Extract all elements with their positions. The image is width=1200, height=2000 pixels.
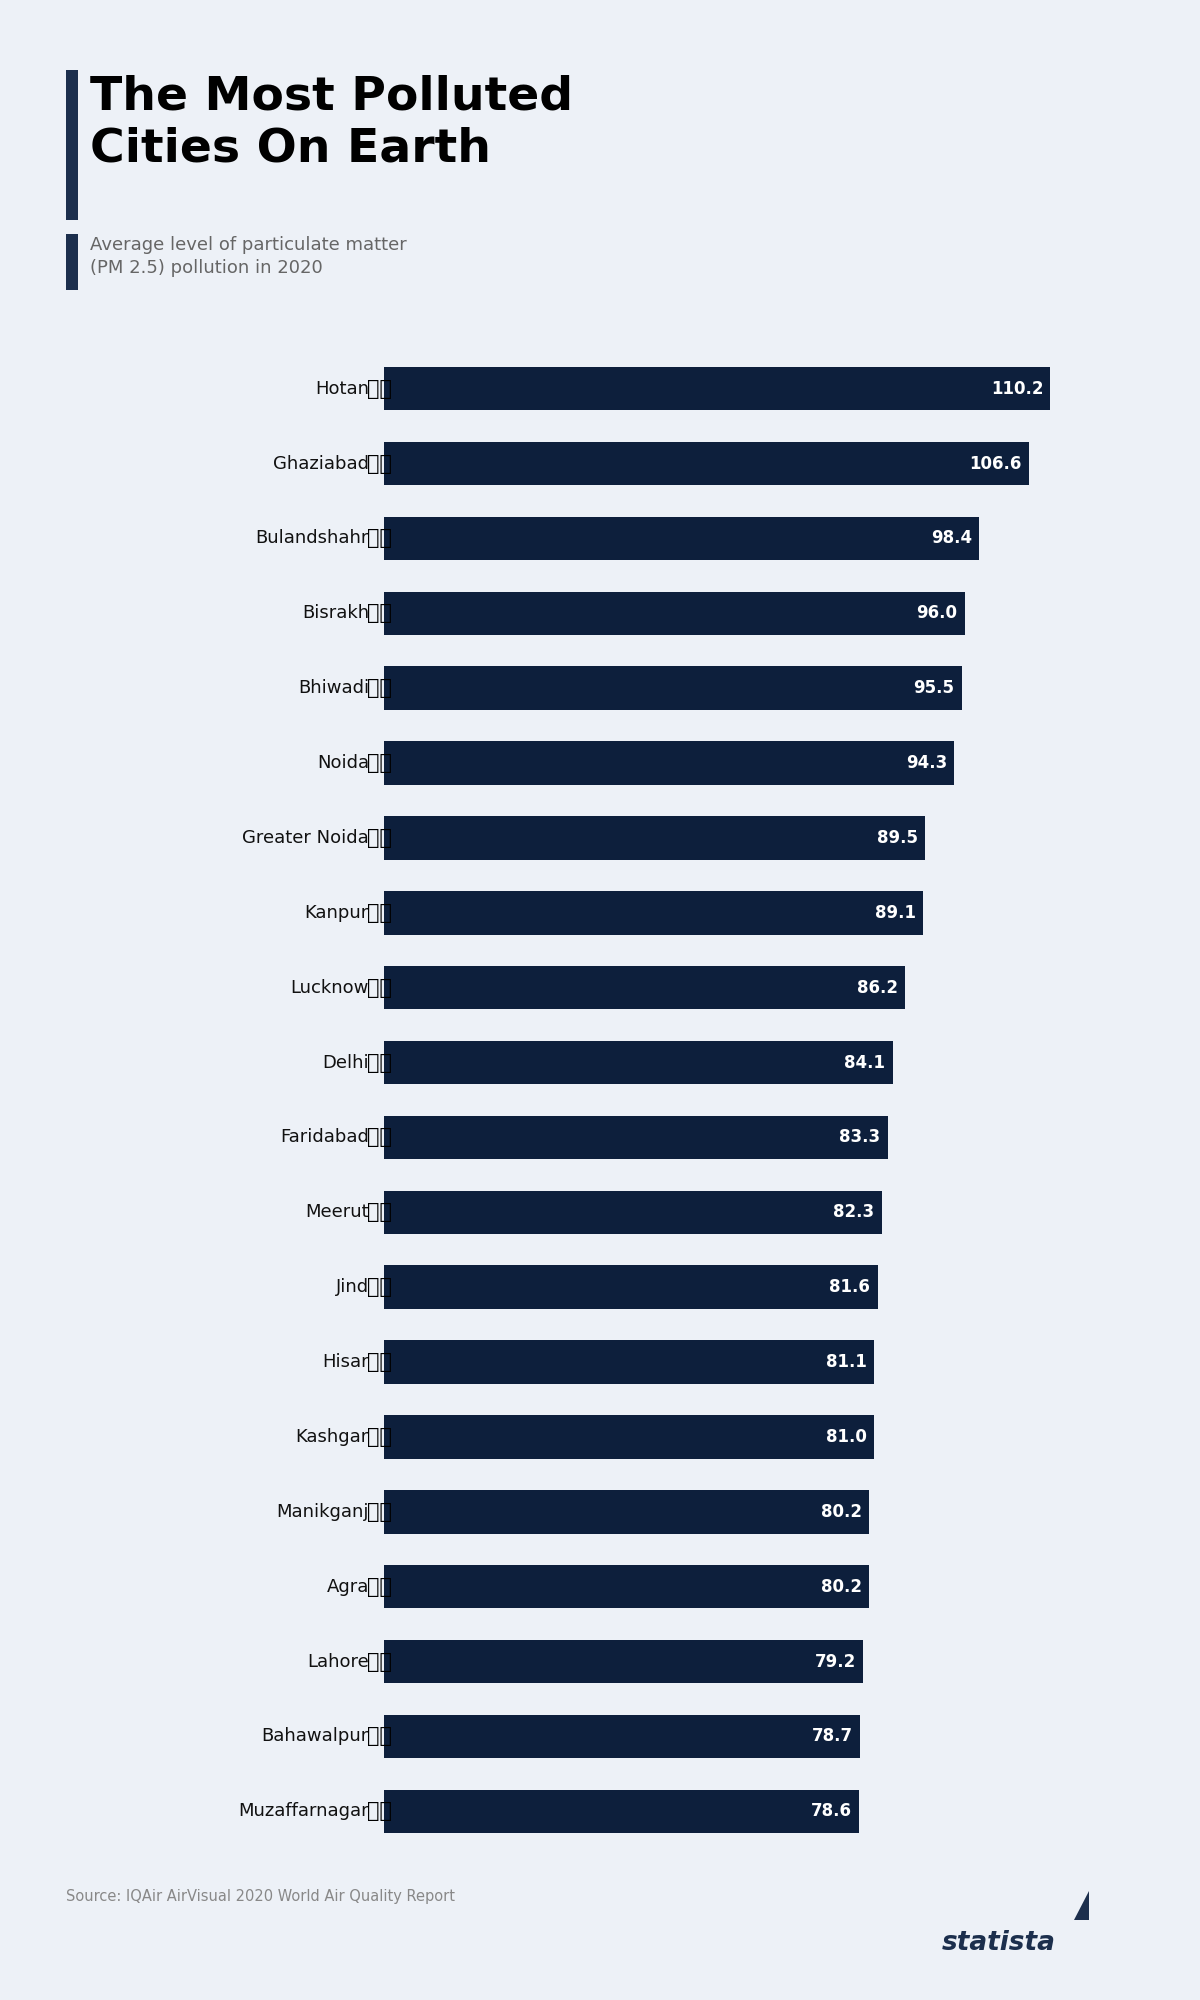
Text: Bisrakh: Bisrakh [301,604,368,622]
Text: 78.7: 78.7 [811,1728,853,1746]
Text: Greater Noida: Greater Noida [242,828,368,846]
Bar [384,1640,863,1684]
Text: 94.3: 94.3 [906,754,947,772]
Bar [384,1790,859,1834]
Text: 🇧🇩: 🇧🇩 [367,1502,391,1522]
Text: 82.3: 82.3 [833,1204,875,1222]
Text: Agra: Agra [326,1578,368,1596]
Text: Bulandshahr: Bulandshahr [256,530,368,548]
Text: Manikganj: Manikganj [276,1502,368,1520]
Text: Lucknow: Lucknow [290,978,368,996]
Text: The Most Polluted
Cities On Earth: The Most Polluted Cities On Earth [90,74,574,172]
Text: Hisar: Hisar [323,1354,368,1372]
Bar [384,1116,888,1160]
Bar [384,892,923,934]
Text: 🇮🇳: 🇮🇳 [367,828,391,848]
Text: Kashgar: Kashgar [295,1428,368,1446]
Text: Muzaffarnagar: Muzaffarnagar [239,1802,368,1820]
Text: 80.2: 80.2 [821,1578,862,1596]
Bar [384,1714,860,1758]
Bar [384,1490,869,1534]
Text: 🇮🇳: 🇮🇳 [367,604,391,624]
Text: 🇮🇳: 🇮🇳 [367,902,391,922]
Bar [384,592,965,636]
Text: Bahawalpur: Bahawalpur [262,1728,368,1746]
Bar [384,1564,869,1608]
Text: Jind: Jind [336,1278,368,1296]
Bar [384,666,961,710]
Bar [384,1340,875,1384]
Text: 🇵🇰: 🇵🇰 [367,1726,391,1746]
Bar [384,516,979,560]
Text: 🇨🇳: 🇨🇳 [367,378,391,398]
Text: 106.6: 106.6 [970,454,1021,472]
Bar [384,1266,877,1308]
Text: 86.2: 86.2 [857,978,898,996]
Text: Noida: Noida [317,754,368,772]
Text: 🇮🇳: 🇮🇳 [367,1576,391,1596]
Text: 98.4: 98.4 [931,530,972,548]
Text: 110.2: 110.2 [991,380,1043,398]
Text: 95.5: 95.5 [913,680,954,698]
Text: 🇮🇳: 🇮🇳 [367,454,391,474]
Text: Ghaziabad: Ghaziabad [272,454,368,472]
Text: 🇮🇳: 🇮🇳 [367,1202,391,1222]
Text: 🇮🇳: 🇮🇳 [367,1128,391,1148]
Text: 🇮🇳: 🇮🇳 [367,1278,391,1298]
Bar [384,442,1028,486]
Text: 81.1: 81.1 [827,1354,868,1372]
Text: statista: statista [942,1930,1056,1956]
Text: 79.2: 79.2 [815,1652,856,1670]
Text: Meerut: Meerut [305,1204,368,1222]
Text: 🇨🇳: 🇨🇳 [367,1426,391,1446]
Text: 80.2: 80.2 [821,1502,862,1520]
Text: 81.6: 81.6 [829,1278,870,1296]
Text: Lahore: Lahore [307,1652,368,1670]
Text: 78.6: 78.6 [811,1802,852,1820]
Text: Kanpur: Kanpur [305,904,368,922]
Bar [384,1416,874,1458]
Text: Faridabad: Faridabad [280,1128,368,1146]
Text: 🇮🇳: 🇮🇳 [367,528,391,548]
Text: 83.3: 83.3 [840,1128,881,1146]
Text: Hotan: Hotan [314,380,368,398]
Text: 96.0: 96.0 [917,604,958,622]
Text: 84.1: 84.1 [845,1054,886,1072]
Bar [384,366,1050,410]
Text: 89.5: 89.5 [877,828,918,846]
Bar [384,1040,893,1084]
Text: Average level of particulate matter
(PM 2.5) pollution in 2020: Average level of particulate matter (PM … [90,236,407,276]
Text: Delhi: Delhi [323,1054,368,1072]
Bar [384,966,905,1010]
Bar [384,1190,882,1234]
Bar [384,742,954,784]
Bar [384,816,925,860]
Text: 🇮🇳: 🇮🇳 [367,1802,391,1822]
Text: 🇮🇳: 🇮🇳 [367,978,391,998]
Text: 🇮🇳: 🇮🇳 [367,1052,391,1072]
Text: 81.0: 81.0 [826,1428,866,1446]
Text: Bhiwadi: Bhiwadi [298,680,368,698]
Text: 🇮🇳: 🇮🇳 [367,1352,391,1372]
Text: Source: IQAir AirVisual 2020 World Air Quality Report: Source: IQAir AirVisual 2020 World Air Q… [66,1888,455,1904]
Text: 🇮🇳: 🇮🇳 [367,678,391,698]
Text: 🇮🇳: 🇮🇳 [367,754,391,774]
Text: 89.1: 89.1 [875,904,916,922]
Text: 🇵🇰: 🇵🇰 [367,1652,391,1672]
